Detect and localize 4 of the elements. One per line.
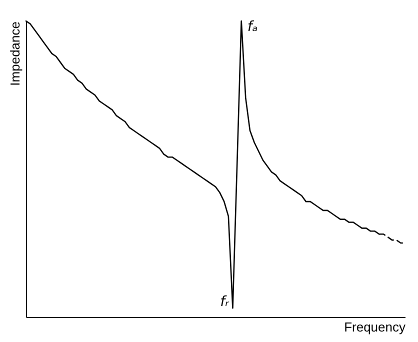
annotation: fₐ xyxy=(247,19,258,35)
y-axis-title: Impedance xyxy=(8,22,22,86)
x-axis-title: Frequency xyxy=(344,320,406,334)
annotation: fᵣ xyxy=(220,294,230,310)
